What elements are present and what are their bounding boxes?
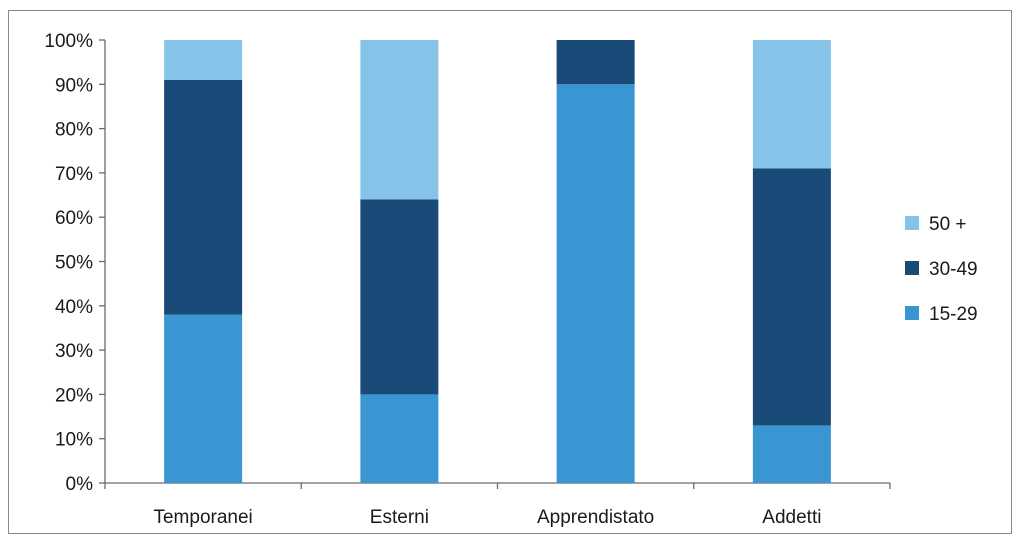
bar-segment (164, 314, 243, 483)
y-tick-label: 100% (44, 31, 93, 52)
bar-segment (360, 199, 439, 395)
x-tick-label: Esterni (370, 507, 429, 528)
y-tick-label: 30% (55, 341, 93, 362)
legend-label: 15-29 (929, 304, 978, 325)
y-tick-label: 70% (55, 164, 93, 185)
legend-swatch (905, 216, 919, 230)
y-tick-label: 20% (55, 385, 93, 406)
legend-label: 50 + (929, 214, 967, 235)
bar-segment (360, 40, 439, 200)
y-tick-label: 40% (55, 297, 93, 318)
y-tick-label: 10% (55, 430, 93, 451)
x-tick-label: Apprendistato (537, 507, 654, 528)
legend-layer: 50 + 30-49 15-29 (905, 214, 978, 325)
x-tick-label: Addetti (762, 507, 821, 528)
y-tick-label: 0% (66, 474, 94, 495)
bar-segment (164, 79, 243, 315)
bar-segment (752, 168, 831, 426)
bar-layer (164, 40, 831, 484)
bar-segment (360, 394, 439, 483)
y-tick-label: 80% (55, 120, 93, 141)
x-tick-label: Temporanei (153, 507, 252, 528)
bar-segment (752, 425, 831, 483)
bar-segment (556, 84, 635, 484)
y-tick-label: 60% (55, 208, 93, 229)
legend-swatch (905, 306, 919, 320)
bar-segment (752, 40, 831, 169)
bar-segment (556, 40, 635, 85)
bar-segment (164, 40, 243, 80)
y-tick-label: 50% (55, 253, 93, 274)
y-tick-label: 90% (55, 75, 93, 96)
legend-label: 30-49 (929, 259, 978, 280)
axis-layer: 0% 10% 20% 30% 40% 50% 60% 70% 80% 90% 100% Tempora… (44, 31, 891, 528)
legend-swatch (905, 261, 919, 275)
